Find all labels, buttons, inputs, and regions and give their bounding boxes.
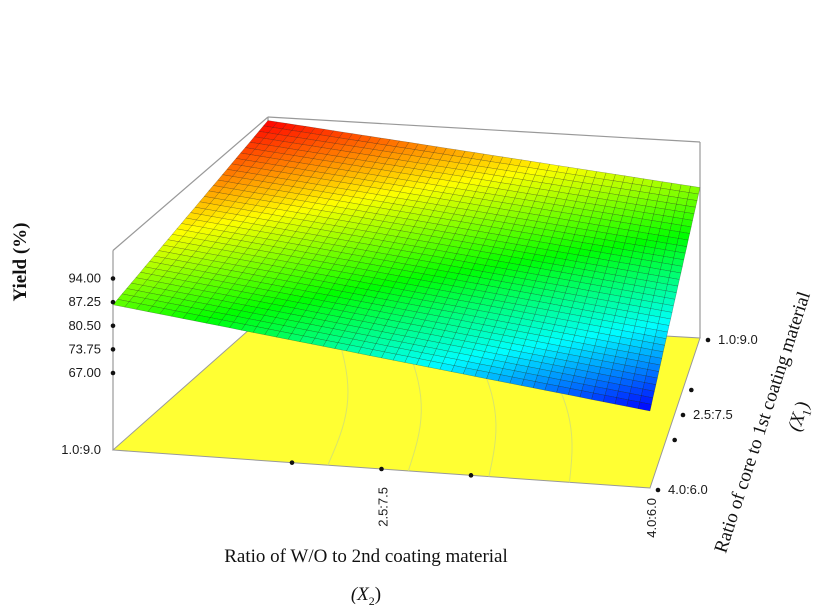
z-tick-label: 94.00 xyxy=(68,271,101,286)
surface-cell xyxy=(644,375,658,385)
x1-tick-label: 4.0:6.0 xyxy=(668,482,708,497)
z-tick-mark xyxy=(110,299,116,305)
surface-cell xyxy=(645,369,660,379)
surface-cell xyxy=(637,401,652,412)
x1-tick-mark xyxy=(705,337,711,343)
z-tick-mark xyxy=(110,370,116,376)
surface-cell xyxy=(639,395,654,405)
surface-cell xyxy=(671,257,685,267)
z-tick-mark xyxy=(110,323,116,329)
x2-tick-label: 4.0:6.0 xyxy=(644,498,659,538)
x1-tick-mark xyxy=(689,387,694,393)
z-tick-label: 73.75 xyxy=(68,341,101,356)
box-edge-top-back xyxy=(267,116,701,143)
z-tick-mark xyxy=(110,347,116,352)
x1-tick-mark xyxy=(680,412,686,418)
x1-tick-mark xyxy=(655,487,661,493)
x1-axis-symbol: (X1) xyxy=(784,399,816,435)
axes: 67.00 73.75 80.50 87.25 94.00 1.0:9.0 2.5:7.5 4… xyxy=(61,250,758,538)
response-surface xyxy=(112,120,701,412)
surface-cell xyxy=(670,264,683,274)
x2-axis-title: Ratio of W/O to 2nd coating material xyxy=(224,546,508,567)
surface-cell xyxy=(657,316,671,326)
x2-tick-label: 1.0:9.0 xyxy=(61,442,101,457)
surface-cell xyxy=(650,349,664,359)
z-tick-mark xyxy=(110,276,116,281)
z-tick-label: 67.00 xyxy=(68,365,101,380)
surface-cell xyxy=(641,388,655,399)
z-axis-title: Yield (%) xyxy=(10,223,31,302)
x1-tick-label: 2.5:7.5 xyxy=(693,407,733,422)
surface-cell xyxy=(684,205,696,215)
surface-cell xyxy=(648,356,663,366)
surface-cell xyxy=(668,270,682,280)
x2-tick-mark xyxy=(379,466,384,472)
z-tick-label: 87.25 xyxy=(68,294,101,309)
surface-cell xyxy=(676,238,689,247)
surface-cell xyxy=(674,244,688,254)
surface-cell xyxy=(642,382,657,392)
x1-tick-mark xyxy=(672,437,677,443)
z-tick-label: 80.50 xyxy=(68,318,101,333)
x2-tick-label: 2.5:7.5 xyxy=(376,487,391,527)
x2-tick-mark xyxy=(468,473,474,478)
surface-cell xyxy=(679,225,692,234)
x2-tick-mark xyxy=(289,460,295,465)
box-edge-top-left xyxy=(112,116,269,251)
x2-axis-symbol: (X2) xyxy=(351,584,381,608)
x1-tick-label: 1.0:9.0 xyxy=(718,332,758,347)
